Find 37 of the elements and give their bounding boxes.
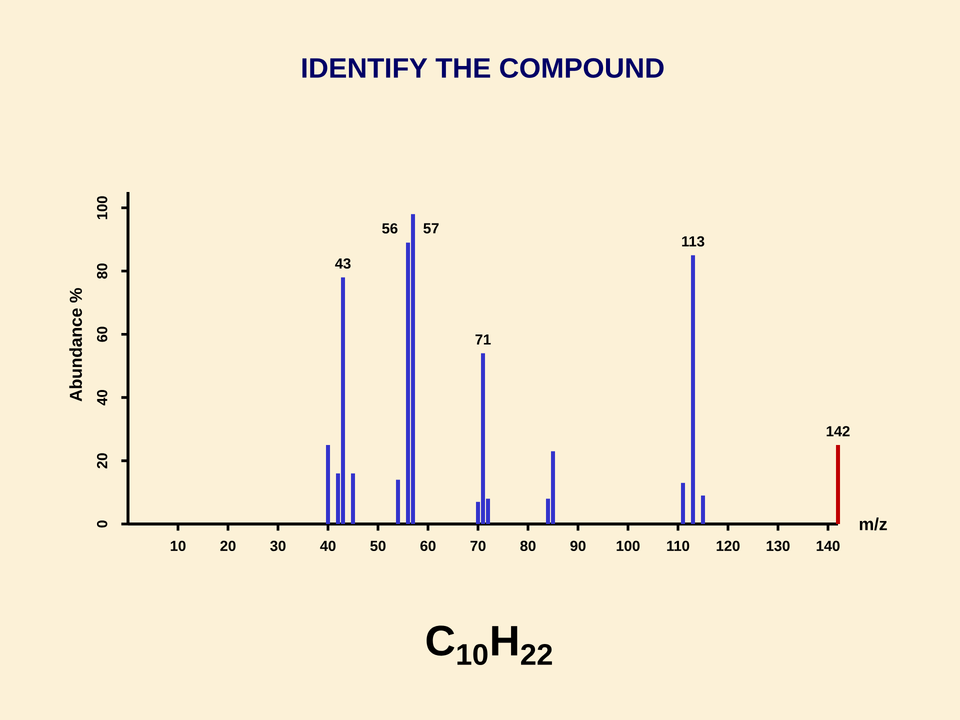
- x-tick-label: 30: [270, 540, 286, 552]
- bar: [326, 444, 330, 524]
- x-tick-label: 130: [766, 540, 790, 552]
- bar: [691, 255, 696, 524]
- x-tick-label: 110: [667, 540, 690, 552]
- x-tick-label: 120: [716, 540, 740, 552]
- x-tick-label: 10: [170, 540, 186, 552]
- annotation: 113: [682, 236, 704, 247]
- y-tick-label: 0: [96, 520, 108, 528]
- y-tick-label: 100: [96, 196, 108, 220]
- text: C$_{10}$H$_{22}$: [426, 626, 552, 666]
- y-tick-label: 60: [96, 326, 108, 342]
- x-axis-title: m/z: [860, 518, 887, 530]
- annotation: 57: [423, 223, 439, 234]
- x-tick-label: 140: [816, 540, 840, 552]
- annotation: 71: [476, 334, 491, 345]
- x-tick-label: 50: [370, 540, 386, 552]
- annotation: 43: [335, 258, 351, 269]
- bar: [351, 473, 355, 524]
- x-tick-label: 60: [420, 540, 436, 552]
- annotation: 56: [382, 223, 398, 234]
- bar: [701, 496, 706, 524]
- y-axis-title: Abundance %: [69, 288, 82, 402]
- x-tick-label: 40: [320, 540, 336, 552]
- y-tick-label: 40: [96, 390, 108, 406]
- x-tick-label: 90: [570, 540, 586, 552]
- x-tick-label: 70: [470, 540, 486, 552]
- chart-title: IDENTIFY THE COMPOUND: [302, 58, 664, 78]
- x-tick-label: 20: [220, 540, 236, 552]
- y-tick-label: 20: [96, 453, 108, 468]
- bar: [396, 480, 400, 524]
- x-tick-label: 100: [616, 540, 640, 552]
- annotation: 142: [826, 426, 850, 436]
- bar: [681, 482, 686, 524]
- y-tick-label: 80: [96, 264, 108, 279]
- x-tick-label: 80: [520, 540, 536, 552]
- bar: [836, 444, 840, 524]
